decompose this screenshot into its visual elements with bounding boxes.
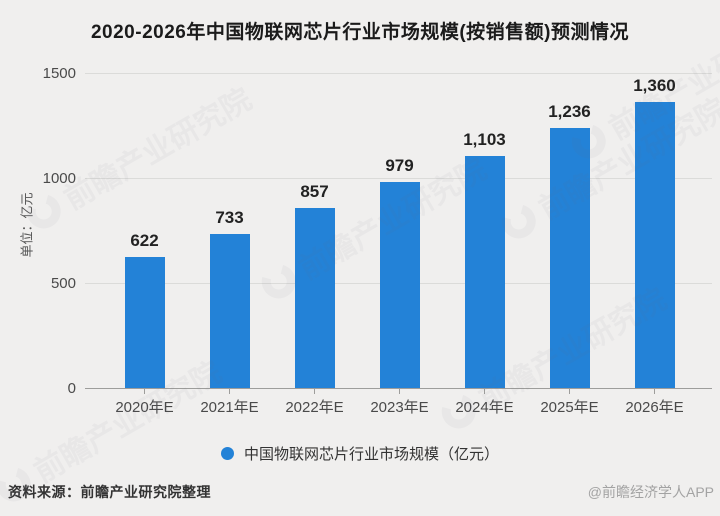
axis-tick [229, 389, 230, 394]
y-tick-label-1000: 1000 [42, 170, 76, 187]
x-axis-ticks [102, 389, 697, 394]
bar-value-label: 1,360 [633, 76, 676, 96]
axis-tick [569, 389, 570, 394]
axis-tick-slot [442, 389, 527, 394]
axis-tick [654, 389, 655, 394]
bar [209, 234, 250, 388]
credit-text: @前瞻经济学人APP [587, 484, 714, 500]
bar-group-2021年E: 733 [187, 74, 272, 388]
axis-tick-slot [272, 389, 357, 394]
axis-tick-slot [187, 389, 272, 394]
bar-group-2026年E: 1,360 [612, 74, 697, 388]
x-tick-label-2024年E: 2024年E [455, 399, 514, 416]
x-tick-label-2023年E: 2023年E [370, 399, 429, 416]
bar-value-label: 979 [385, 156, 414, 176]
bar-value-label: 733 [215, 208, 244, 228]
x-tick-label-2022年E: 2022年E [285, 399, 344, 416]
bar [549, 128, 590, 388]
gridline-1500 [85, 73, 712, 74]
footer: 资料来源：前瞻产业研究院整理 @前瞻经济学人APP [8, 482, 714, 502]
axis-tick [484, 389, 485, 394]
gridline-1000 [85, 178, 712, 179]
x-tick-label-2020年E: 2020年E [115, 399, 174, 416]
legend-marker-dot [220, 447, 234, 460]
y-tick-label-1500: 1500 [42, 65, 76, 82]
bar-value-label: 1,236 [548, 102, 591, 122]
bar-group-2024年E: 1,103 [442, 74, 527, 388]
plot-area: 622 733 857 979 1,103 1,236 1,360 [85, 73, 712, 389]
bar-value-label: 622 [130, 231, 159, 251]
y-axis-title: 单位：亿元 [19, 192, 35, 258]
axis-tick [144, 389, 145, 394]
axis-tick-slot [102, 389, 187, 394]
source-text: 资料来源：前瞻产业研究院整理 [8, 484, 211, 500]
chart-title: 2020-2026年中国物联网芯片行业市场规模(按销售额)预测情况 [90, 22, 630, 43]
bar-group-2020年E: 622 [102, 74, 187, 388]
bar-value-label: 857 [300, 182, 329, 201]
axis-tick-slot [612, 389, 697, 394]
bar [379, 182, 420, 388]
x-axis-line [85, 388, 712, 389]
axis-tick-slot [357, 389, 442, 394]
x-axis-labels: 2020年E 2021年E 2022年E 2023年E 2024年E 2025年E 2026… [102, 396, 697, 417]
legend: 中国物联网芯片行业市场规模（亿元） [0, 443, 720, 464]
x-tick-label-2026年E: 2026年E [625, 399, 684, 416]
y-tick-label-0: 0 [67, 380, 76, 397]
axis-tick-slot [527, 389, 612, 394]
bar [634, 102, 675, 388]
bars-container: 622 733 857 979 1,103 1,236 1,360 [102, 74, 697, 388]
y-tick-label-500: 500 [50, 275, 76, 292]
bar [124, 257, 165, 388]
legend-label: 中国物联网芯片行业市场规模（亿元） [243, 446, 499, 463]
x-tick-label-2025年E: 2025年E [540, 399, 599, 416]
bar [294, 208, 335, 388]
bar-value-label: 1,103 [463, 130, 506, 150]
axis-tick [399, 389, 400, 394]
bar-group-2025年E: 1,236 [527, 74, 612, 388]
axis-tick [314, 389, 315, 394]
bar-group-2022年E: 857 [272, 74, 357, 388]
x-tick-label-2021年E: 2021年E [200, 399, 259, 416]
bar-group-2023年E: 979 [357, 74, 442, 388]
bar [464, 156, 505, 388]
